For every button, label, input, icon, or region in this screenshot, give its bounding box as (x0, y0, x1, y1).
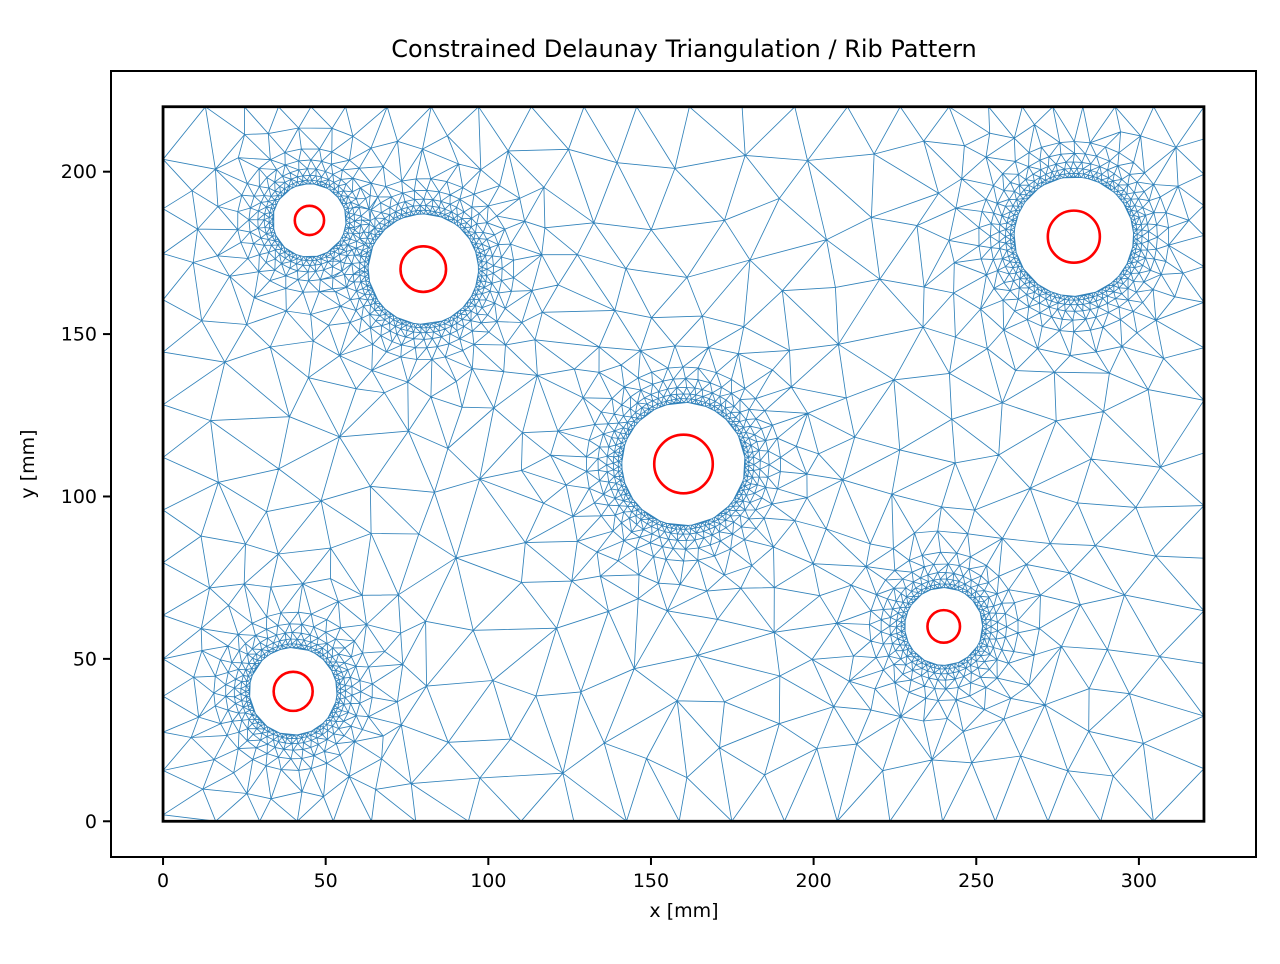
y-tick-label: 50 (73, 648, 97, 670)
y-axis-label: y [mm] (17, 429, 39, 498)
hole-circle (399, 245, 448, 294)
mesh-edges (162, 106, 1205, 822)
hole-circle (272, 670, 314, 713)
y-tick-label: 100 (61, 486, 97, 508)
hole-circle (1046, 209, 1102, 264)
hole-circle (293, 204, 326, 237)
x-axis-label: x [mm] (649, 900, 718, 922)
chart-title: Constrained Delaunay Triangulation / Rib… (391, 35, 977, 63)
hole-circle (926, 608, 962, 644)
y-tick-label: 0 (85, 811, 97, 833)
x-tick-label: 250 (958, 870, 994, 892)
mesh-layer (162, 106, 1205, 822)
x-tick-label: 0 (157, 870, 169, 892)
hole-circles-layer (272, 204, 1102, 713)
axes-frame (110, 70, 1257, 858)
x-tick-label: 50 (314, 870, 338, 892)
x-tick-label: 100 (470, 870, 506, 892)
hole-circle (652, 433, 715, 495)
plate-boundary (161, 105, 1206, 823)
y-tick-label: 150 (61, 324, 97, 346)
x-tick-label: 200 (795, 870, 831, 892)
x-tick-label: 300 (1121, 870, 1157, 892)
x-tick-label: 150 (633, 870, 669, 892)
ticks-layer: 0 50 100 150 200 250 300 0 50 100 150 200 (61, 161, 1157, 892)
y-tick-label: 200 (61, 161, 97, 183)
